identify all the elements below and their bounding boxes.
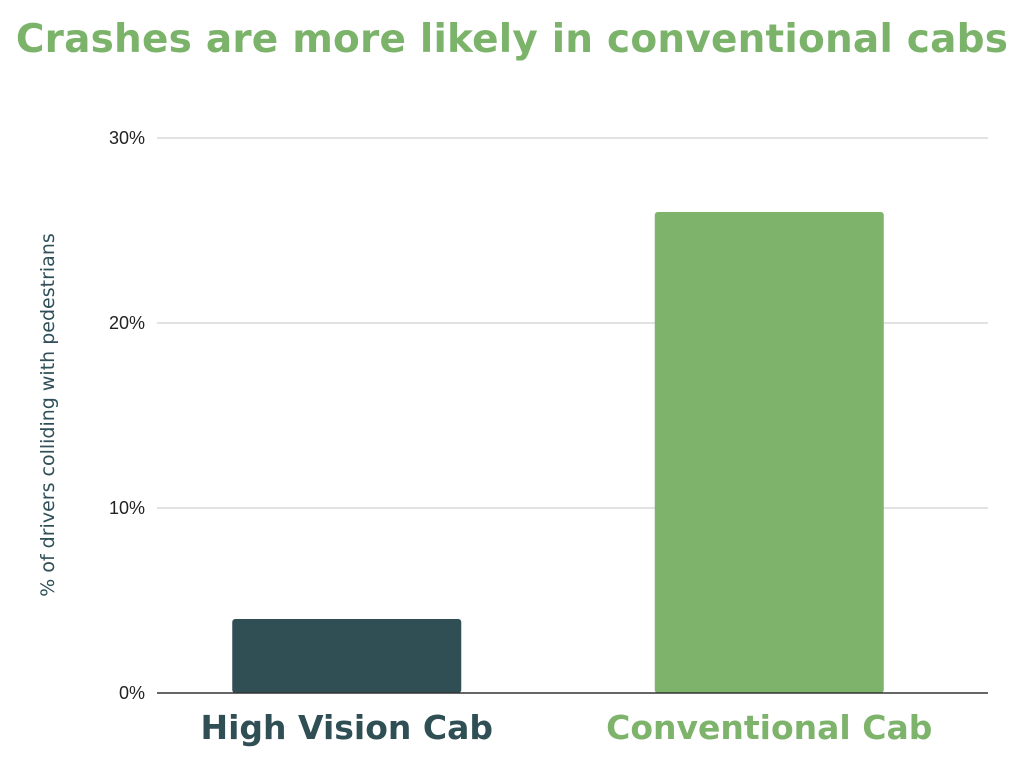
chart-title: Crashes are more likely in conventional … (15, 17, 1009, 62)
bar (232, 619, 462, 693)
bar (654, 212, 884, 693)
y-tick-label: 0% (119, 683, 145, 703)
y-tick-label: 30% (109, 128, 145, 148)
x-category-label: Conventional Cab (606, 708, 932, 747)
x-category-label: High Vision Cab (200, 708, 493, 747)
y-tick-label: 10% (109, 498, 145, 518)
y-tick-label: 20% (109, 313, 145, 333)
